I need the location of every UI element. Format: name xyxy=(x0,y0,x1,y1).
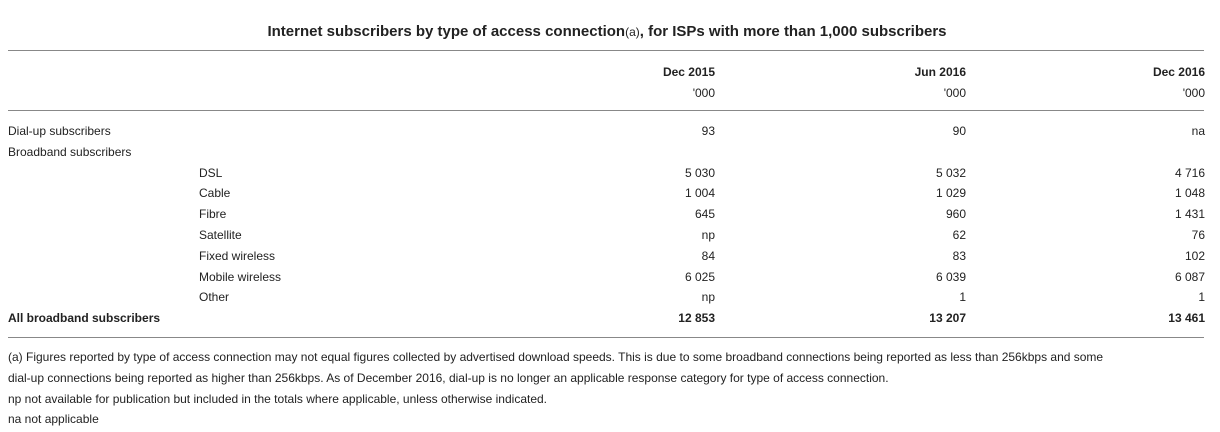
col-unit-dec-2016: '000 xyxy=(1182,86,1205,100)
table-cell: 102 xyxy=(1184,249,1205,263)
table-cell-total: 12 853 xyxy=(678,311,715,325)
row-label-fixed-wireless: Fixed wireless xyxy=(199,249,276,263)
row-label-other: Other xyxy=(199,290,230,304)
bottom-rule xyxy=(8,337,1204,338)
table-cell: np xyxy=(701,290,715,304)
table-cell: 1 004 xyxy=(684,186,715,200)
table-cell: 1 xyxy=(1198,290,1205,304)
table-cell: 5 032 xyxy=(935,166,966,180)
table-cell-total: 13 461 xyxy=(1168,311,1205,325)
row-label-all-broadband: All broadband subscribers xyxy=(8,311,161,325)
table-cell: 5 030 xyxy=(684,166,715,180)
table-cell: np xyxy=(701,228,715,242)
table-cell: 6 039 xyxy=(935,270,966,284)
top-rule xyxy=(8,50,1204,51)
table-cell: 6 025 xyxy=(684,270,715,284)
table-cell: 6 087 xyxy=(1174,270,1205,284)
col-header-dec-2016: Dec 2016 xyxy=(1152,65,1205,79)
table-cell: 1 xyxy=(959,290,966,304)
header-rule xyxy=(8,110,1204,111)
row-label-satellite: Satellite xyxy=(199,228,242,242)
row-label-fibre: Fibre xyxy=(199,207,227,221)
table-cell: 93 xyxy=(701,124,715,138)
row-label-dsl: DSL xyxy=(199,166,223,180)
table-cell: 1 431 xyxy=(1174,207,1205,221)
title-main: Internet subscribers by type of access c… xyxy=(267,23,626,40)
table-cell: 62 xyxy=(952,228,966,242)
row-label-dial-up: Dial-up subscribers xyxy=(8,124,111,138)
table-cell: 645 xyxy=(694,207,715,221)
table-cell: 76 xyxy=(1191,228,1205,242)
col-header-jun-2016: Jun 2016 xyxy=(914,65,966,79)
table-cell: 90 xyxy=(952,124,966,138)
col-unit-jun-2016: '000 xyxy=(943,86,966,100)
footnote-na: na not applicable xyxy=(8,412,99,426)
table-title: Internet subscribers by type of access c… xyxy=(0,23,1214,40)
table-cell: 1 048 xyxy=(1174,186,1205,200)
row-label-broadband: Broadband subscribers xyxy=(8,145,132,159)
footnote-a-line-2: dial-up connections being reported as hi… xyxy=(8,371,889,385)
table-cell: 84 xyxy=(701,249,715,263)
row-label-cable: Cable xyxy=(199,186,231,200)
table-cell: na xyxy=(1191,124,1205,138)
title-rest: , for ISPs with more than 1,000 subscrib… xyxy=(639,23,947,40)
footnote-np: np not available for publication but inc… xyxy=(8,392,548,406)
col-unit-dec-2015: '000 xyxy=(692,86,715,100)
col-header-dec-2015: Dec 2015 xyxy=(662,65,715,79)
table-cell: 960 xyxy=(945,207,966,221)
title-footnote-marker[interactable]: (a) xyxy=(625,25,640,39)
table-cell: 1 029 xyxy=(935,186,966,200)
table-cell-total: 13 207 xyxy=(929,311,966,325)
row-label-mobile-wireless: Mobile wireless xyxy=(199,270,282,284)
table-cell: 4 716 xyxy=(1174,166,1205,180)
table-cell: 83 xyxy=(952,249,966,263)
footnote-a-line-1: (a) Figures reported by type of access c… xyxy=(8,350,1104,364)
